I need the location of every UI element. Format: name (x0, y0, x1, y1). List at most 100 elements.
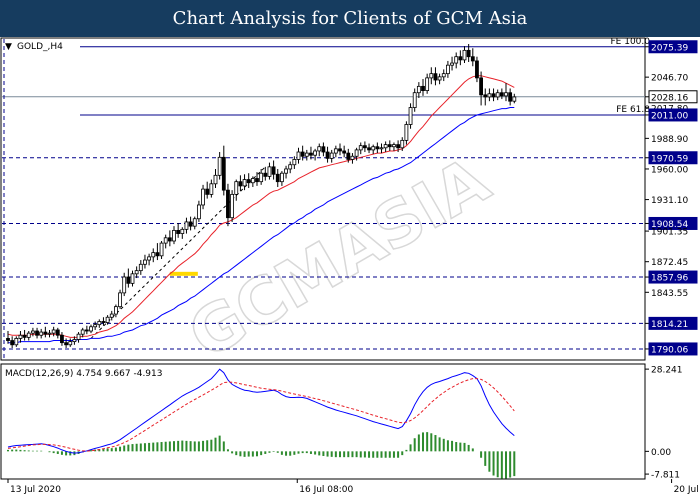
candle-body (143, 259, 147, 265)
candle-body (259, 172, 264, 183)
price-tick-label: 1843.55 (651, 289, 688, 299)
macd-pane-border (0, 363, 646, 480)
candle-body (101, 321, 106, 323)
price-tag-box (648, 316, 698, 330)
candle-body (508, 92, 513, 102)
candle-body (338, 148, 342, 152)
candle-body (321, 146, 326, 153)
candle-body (284, 168, 288, 174)
symbol-label: GOLD_,H4 (17, 42, 63, 52)
candle-body (68, 341, 73, 346)
candle-body (105, 316, 110, 323)
candle-body (176, 229, 181, 234)
candle-body (22, 334, 27, 338)
price-tick-label: 1814.21 (651, 320, 688, 330)
candle-body (134, 270, 139, 275)
candle-body (35, 330, 39, 336)
candle-body (354, 149, 359, 157)
candle-body (151, 252, 156, 258)
candle-body (60, 334, 64, 344)
candle-body (255, 178, 259, 183)
candle-body (80, 329, 85, 335)
candle-body (192, 218, 197, 227)
candle-body (14, 338, 19, 346)
price-tick-label: 1970.59 (651, 154, 688, 164)
candle-body (188, 221, 193, 227)
price-tick-label: 1960.00 (651, 165, 688, 175)
candle-body (412, 92, 417, 108)
candle-body (512, 96, 517, 102)
price-tick-label: 2028.16 (651, 93, 688, 103)
candle-body (491, 93, 496, 98)
candle-body (130, 273, 135, 284)
candle-body (64, 342, 68, 346)
candle-body (93, 324, 98, 328)
candle-body (263, 172, 268, 177)
candle-body (462, 49, 467, 61)
candle-body (450, 62, 454, 66)
candle-body (10, 340, 15, 346)
price-tag-box (648, 90, 698, 104)
candle-body (483, 94, 488, 98)
candle-body (234, 181, 239, 195)
price-tick-label: 2046.70 (651, 74, 688, 84)
candle-body (425, 77, 430, 91)
highlight-zone (169, 271, 198, 276)
candle-body (172, 229, 176, 242)
candle-body (404, 124, 409, 141)
candle-body (470, 56, 475, 62)
candle-body (292, 159, 297, 166)
candle-body (433, 73, 438, 81)
candle-body (126, 276, 131, 284)
moving-average-fast (7, 75, 515, 338)
candle-body (441, 73, 446, 78)
price-tick-label: 1857.96 (651, 274, 688, 284)
chart-frame: GCMASIA ▼ GOLD_,H4 MACD(12,26,9) 4.754 9… (0, 37, 700, 500)
chevron-down-icon[interactable]: ▼ (5, 42, 12, 52)
candle-body (346, 152, 351, 160)
price-tick-label: 2075.39 (651, 43, 688, 53)
macd-label: MACD(12,26,9) 4.754 9.667 -4.913 (5, 369, 162, 379)
candle-body (97, 321, 102, 326)
candle-body (333, 148, 338, 154)
candle-body (246, 179, 251, 184)
candle-body (504, 92, 508, 97)
candle-body (159, 242, 164, 257)
candle-body (279, 172, 284, 183)
candle-body (300, 151, 305, 157)
candle-body (437, 76, 442, 81)
candle-body (479, 77, 484, 96)
candle-body (275, 173, 280, 183)
candle-body (400, 139, 405, 149)
candle-body (466, 49, 471, 58)
macd-tick-label: 0.00 (651, 448, 671, 458)
candle-body (495, 92, 500, 98)
trend-line (90, 166, 266, 339)
candle-body (201, 188, 205, 206)
price-tag-box (648, 342, 698, 356)
macd-tick-label: -7.811 (651, 471, 680, 481)
candle-body (429, 73, 434, 79)
price-tick-label: 1931.10 (651, 196, 688, 206)
price-tag-box (648, 270, 698, 284)
level-label: FE 100.0 (611, 37, 651, 47)
candle-body (408, 107, 413, 125)
candle-body (147, 256, 152, 261)
candle-body (18, 334, 23, 339)
candle-body (89, 326, 93, 332)
candle-body (230, 193, 235, 219)
candle-body (118, 292, 122, 308)
price-tag-box (648, 216, 698, 230)
candle-body (84, 329, 89, 332)
candle-body (122, 276, 127, 294)
candle-body (55, 329, 60, 336)
candle-body (392, 144, 396, 148)
price-tag-box (648, 108, 698, 122)
candle-body (39, 331, 44, 336)
price-tick-label: 1901.35 (651, 228, 688, 238)
candle-body (396, 144, 401, 149)
candle-body (72, 339, 77, 343)
candle-body (184, 221, 189, 230)
candle-body (226, 189, 230, 219)
price-tick-label: 1988.90 (651, 135, 688, 145)
